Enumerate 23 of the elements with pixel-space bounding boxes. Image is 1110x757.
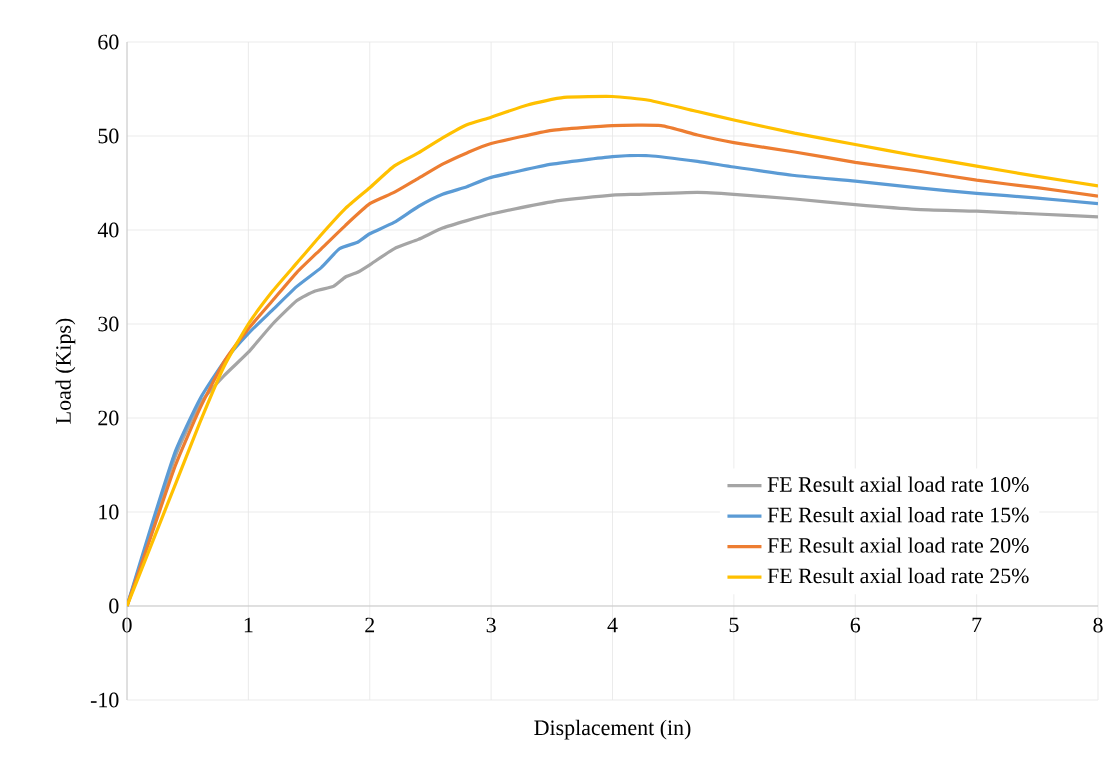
x-tick-label: 6 <box>850 617 861 633</box>
y-axis-title: Load (Kips) <box>55 318 76 424</box>
y-tick-label: 20 <box>98 410 119 426</box>
legend-label: FE Result axial load rate 20% <box>767 537 1029 553</box>
x-tick-label: 7 <box>972 617 982 633</box>
x-tick-label: 0 <box>122 617 132 633</box>
legend-label: FE Result axial load rate 15% <box>767 506 1029 523</box>
y-tick-label: 60 <box>98 34 119 50</box>
y-tick-label: 50 <box>98 128 119 144</box>
x-tick-label: 2 <box>365 617 375 633</box>
x-tick-label: 4 <box>607 617 618 633</box>
y-tick-label: 40 <box>97 222 119 238</box>
x-axis-title: Displacement (in) <box>534 719 691 740</box>
x-tick-label: 3 <box>486 617 496 633</box>
legend-label: FE Result axial load rate 10% <box>767 476 1029 492</box>
y-tick-label: -10 <box>90 692 119 708</box>
x-tick-label: 1 <box>244 617 253 633</box>
y-tick-label: 10 <box>99 504 119 520</box>
y-tick-label: 0 <box>109 598 119 614</box>
y-tick-label: 30 <box>98 316 119 332</box>
x-tick-label: 5 <box>729 617 739 633</box>
x-tick-label: 8 <box>1093 617 1103 633</box>
legend-label: FE Result axial load rate 25% <box>767 567 1029 584</box>
